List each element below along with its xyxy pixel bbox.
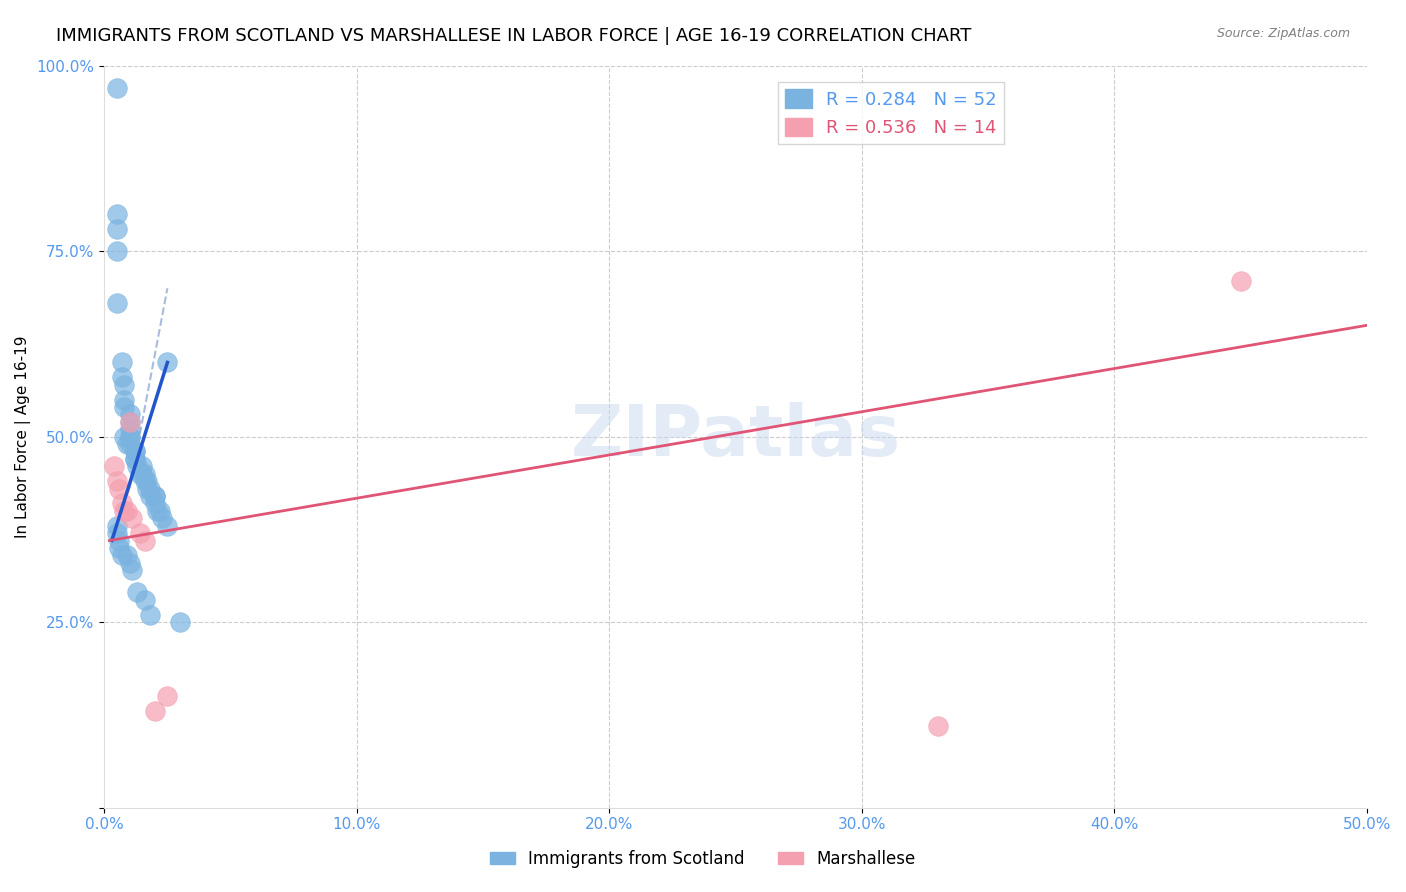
Point <box>134 593 156 607</box>
Point <box>118 415 141 429</box>
Point <box>134 474 156 488</box>
Point <box>156 690 179 704</box>
Point <box>927 719 949 733</box>
Point <box>143 704 166 718</box>
Point <box>118 415 141 429</box>
Point <box>108 533 131 548</box>
Point <box>105 222 128 236</box>
Point <box>115 504 138 518</box>
Point <box>118 437 141 451</box>
Text: Source: ZipAtlas.com: Source: ZipAtlas.com <box>1216 27 1350 40</box>
Point <box>149 504 172 518</box>
Point <box>124 451 146 466</box>
Point <box>138 489 160 503</box>
Point <box>138 482 160 496</box>
Point <box>156 518 179 533</box>
Y-axis label: In Labor Force | Age 16-19: In Labor Force | Age 16-19 <box>15 335 31 538</box>
Point <box>128 467 150 481</box>
Point <box>138 607 160 622</box>
Point <box>127 459 149 474</box>
Point <box>124 444 146 458</box>
Point <box>105 474 128 488</box>
Point <box>105 526 128 541</box>
Text: ZIPatlas: ZIPatlas <box>571 402 901 471</box>
Point <box>114 400 136 414</box>
Point <box>118 430 141 444</box>
Point <box>111 355 134 369</box>
Point <box>105 518 128 533</box>
Point <box>156 355 179 369</box>
Point <box>105 296 128 310</box>
Point <box>118 556 141 570</box>
Point <box>127 585 149 599</box>
Point <box>134 467 156 481</box>
Point <box>128 526 150 541</box>
Point <box>105 207 128 221</box>
Point <box>131 459 153 474</box>
Point <box>136 482 159 496</box>
Point <box>131 467 153 481</box>
Legend: Immigrants from Scotland, Marshallese: Immigrants from Scotland, Marshallese <box>484 844 922 875</box>
Point <box>150 511 173 525</box>
Point <box>118 408 141 422</box>
Point <box>114 392 136 407</box>
Point <box>124 451 146 466</box>
Point <box>115 549 138 563</box>
Point <box>108 541 131 555</box>
Point <box>146 504 169 518</box>
Point <box>143 496 166 510</box>
Text: IMMIGRANTS FROM SCOTLAND VS MARSHALLESE IN LABOR FORCE | AGE 16-19 CORRELATION C: IMMIGRANTS FROM SCOTLAND VS MARSHALLESE … <box>56 27 972 45</box>
Point <box>118 430 141 444</box>
Point <box>1229 274 1251 288</box>
Point <box>114 377 136 392</box>
Point <box>136 474 159 488</box>
Point <box>118 422 141 436</box>
Legend: R = 0.284   N = 52, R = 0.536   N = 14: R = 0.284 N = 52, R = 0.536 N = 14 <box>778 82 1004 145</box>
Point <box>124 444 146 458</box>
Point <box>111 370 134 384</box>
Point <box>143 489 166 503</box>
Point <box>121 563 143 577</box>
Point <box>114 430 136 444</box>
Point <box>115 437 138 451</box>
Point <box>105 81 128 95</box>
Point <box>105 244 128 259</box>
Point <box>111 549 134 563</box>
Point <box>114 504 136 518</box>
Point <box>121 511 143 525</box>
Point <box>103 459 125 474</box>
Point <box>134 533 156 548</box>
Point <box>108 482 131 496</box>
Point <box>169 615 191 629</box>
Point <box>111 496 134 510</box>
Point <box>143 489 166 503</box>
